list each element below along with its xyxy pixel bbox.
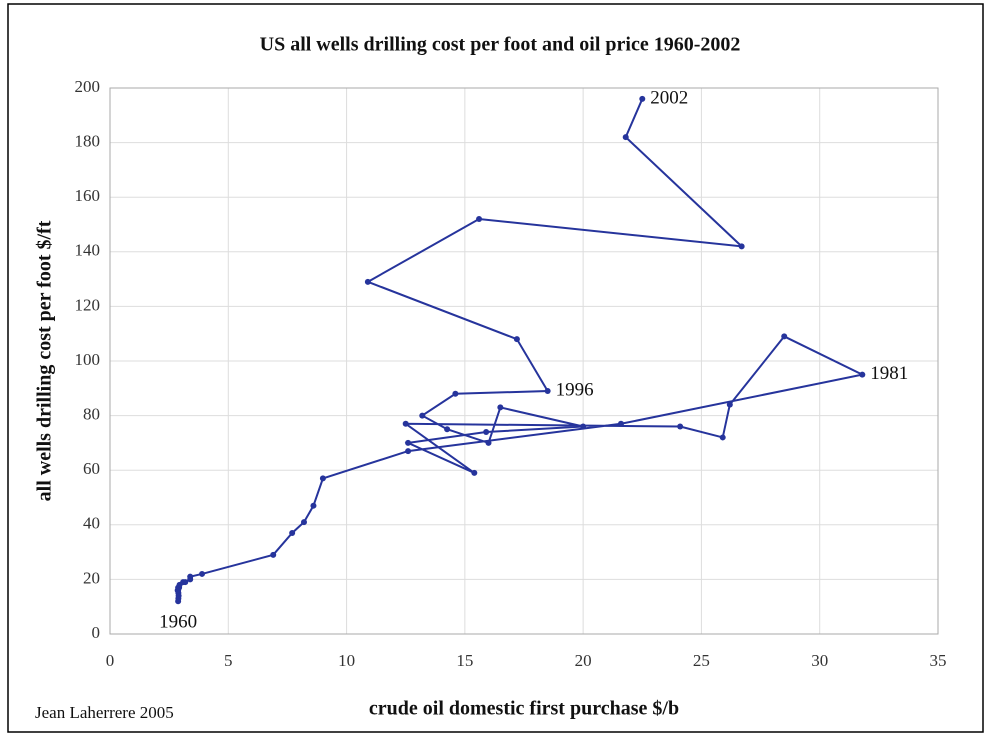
y-tick-label: 180	[75, 132, 101, 151]
point	[270, 551, 277, 558]
point	[405, 448, 412, 455]
y-axis-label: all wells drilling cost per foot $/ft	[34, 220, 56, 501]
plot-area	[109, 87, 939, 635]
point	[476, 216, 483, 223]
point	[617, 420, 624, 427]
point	[738, 243, 745, 250]
y-tick-label: 100	[75, 350, 101, 369]
point	[199, 570, 206, 577]
y-tick-label: 20	[83, 568, 100, 587]
point	[402, 420, 409, 427]
point	[364, 278, 371, 285]
chart-title: US all wells drilling cost per foot and …	[260, 34, 741, 56]
x-axis-label: crude oil domestic first purchase $/b	[369, 698, 679, 720]
annotation: 2002	[650, 87, 688, 108]
annotation: 1996	[556, 379, 594, 400]
point	[513, 336, 520, 343]
y-tick-label: 0	[92, 623, 101, 642]
x-tick-label: 15	[456, 651, 473, 670]
x-tick-label: 20	[575, 651, 592, 670]
y-tick-label: 120	[75, 295, 101, 314]
frame	[7, 3, 984, 733]
point	[419, 412, 426, 419]
point	[471, 469, 478, 476]
point	[452, 390, 459, 397]
point	[781, 333, 788, 340]
y-tick-label: 160	[75, 186, 101, 205]
point	[580, 423, 587, 430]
x-tick-label: 30	[811, 651, 828, 670]
x-tick-label: 5	[224, 651, 233, 670]
y-tick-label: 60	[83, 459, 100, 478]
y-tick-label: 200	[75, 77, 101, 96]
point	[289, 529, 296, 536]
x-tick-label: 10	[338, 651, 355, 670]
y-tick-label: 140	[75, 241, 101, 260]
point	[310, 502, 317, 509]
x-tick-label: 35	[930, 651, 947, 670]
point	[497, 404, 504, 411]
point	[483, 428, 490, 435]
x-tick-label: 25	[693, 651, 710, 670]
point	[726, 401, 733, 408]
point	[544, 388, 551, 395]
point	[187, 573, 194, 580]
point	[300, 519, 307, 526]
point	[859, 371, 866, 378]
point	[677, 423, 684, 430]
point	[444, 426, 451, 433]
point	[485, 439, 492, 446]
y-tick-label: 80	[83, 405, 100, 424]
x-tick-label: 0	[106, 651, 115, 670]
point	[639, 95, 646, 102]
annotation: 1960	[159, 612, 197, 633]
y-tick-label: 40	[83, 514, 100, 533]
footer: Jean Laherrere 2005	[35, 703, 174, 722]
point	[405, 439, 412, 446]
annotation: 1981	[870, 363, 908, 384]
point	[182, 579, 189, 586]
point	[719, 434, 726, 441]
point	[622, 134, 629, 141]
point	[319, 475, 326, 482]
